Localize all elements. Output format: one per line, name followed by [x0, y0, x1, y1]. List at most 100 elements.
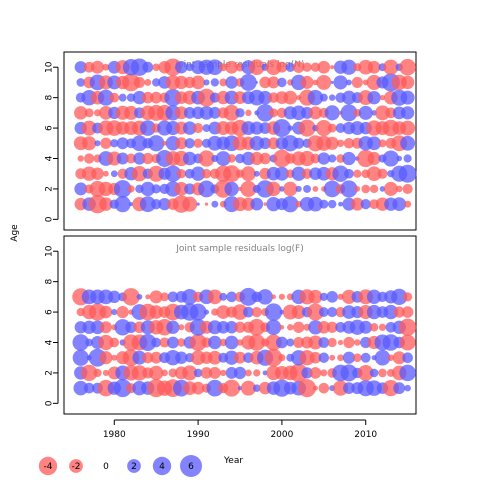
logN-point-2004-age8 [307, 89, 324, 106]
logN-point-2005-age9 [316, 74, 332, 90]
logF-point-2005-age2 [320, 369, 328, 377]
logF-point-2007-age4 [337, 339, 344, 346]
logN-point-2015-age3 [398, 164, 417, 183]
logN-point-1981-age4 [116, 152, 129, 165]
logN-point-2001-age2 [283, 181, 298, 197]
logN-point-2012-age3 [377, 168, 388, 179]
logF-point-1976-age1 [73, 380, 89, 396]
logF-point-1994-age5 [225, 321, 238, 334]
logF-point-1996-age7 [239, 287, 258, 306]
logN-point-1983-age4 [133, 152, 146, 165]
logF-point-2005-age4 [318, 337, 330, 348]
logN-point-2011-age3 [366, 166, 382, 182]
logN-point-1996-age3 [240, 166, 256, 182]
logN-point-2012-age2 [379, 186, 386, 192]
logN-point-2004-age7 [308, 106, 322, 120]
logN-point-1983-age10 [130, 58, 149, 76]
logF-point-2005-age7 [319, 292, 328, 301]
logN-point-1990-age6 [193, 123, 204, 134]
logF-point-2009-age3 [352, 353, 362, 363]
logN-point-2008-age2 [340, 180, 358, 198]
logN-point-2015-age7 [400, 106, 415, 120]
logF-y-tick-label-0: 0 [45, 400, 55, 406]
logF-point-1999-age3 [264, 348, 283, 367]
logF-point-2006-age4 [327, 337, 337, 348]
logN-point-2003-age3 [301, 168, 313, 179]
logN-point-2006-age5 [325, 136, 339, 150]
logN-point-1997-age9 [255, 81, 259, 84]
logF-point-2015-age7 [403, 292, 413, 302]
logF-point-2015-age6 [401, 306, 414, 318]
logF-point-2002-age2 [289, 363, 308, 383]
logF-point-2012-age2 [378, 368, 387, 378]
logF-point-1986-age7 [160, 292, 169, 302]
logN-point-1998-age9 [259, 76, 271, 89]
logN-point-1985-age9 [152, 78, 161, 87]
logN-point-2000-age3 [274, 166, 289, 181]
panel-logN-frame [63, 51, 417, 231]
logF-point-2000-age4 [276, 336, 288, 349]
logF-point-2011-age6 [366, 304, 382, 320]
legend-label-2: 2 [131, 462, 137, 472]
logF-point-1985-age3 [150, 351, 163, 364]
logF-point-1987-age4 [167, 336, 179, 349]
logN-point-2015-age4 [403, 154, 412, 163]
logN-point-1982-age7 [124, 105, 139, 120]
logN-point-2004-age10 [310, 62, 321, 72]
logN-y-tick-label-6: 6 [45, 125, 55, 131]
logF-point-1992-age3 [207, 350, 222, 365]
logF-point-2013-age1 [382, 380, 399, 397]
logN-point-1986-age1 [158, 198, 171, 211]
logN-point-2002-age2 [295, 185, 302, 193]
logF-point-1985-age4 [151, 337, 162, 348]
logF-point-2010-age3 [360, 352, 371, 363]
logF-point-2011-age7 [366, 289, 382, 305]
logF-y-tick-label-4: 4 [45, 339, 55, 345]
legend-bubble-6 [180, 455, 202, 477]
x-tick-label-2000: 2000 [270, 430, 293, 440]
logF-point-2006-age5 [326, 321, 338, 333]
logN-point-1980-age3 [110, 170, 118, 178]
x-tick-label-1990: 1990 [187, 430, 210, 440]
logN-point-1976-age2 [74, 182, 88, 196]
logN-point-1988-age5 [175, 137, 188, 150]
legend-bubble-neg2 [69, 459, 83, 473]
logN-point-1991-age1 [204, 202, 209, 206]
logF-point-1996-age6 [243, 306, 254, 318]
logN-point-1988-age2 [174, 182, 189, 196]
logN-point-2003-age6 [298, 119, 316, 137]
logF-point-2015-age2 [399, 364, 416, 382]
logN-point-2015-age6 [400, 120, 416, 136]
logN-point-1996-age7 [245, 109, 252, 117]
logN-point-1994-age10 [225, 60, 238, 74]
logN-point-1987-age5 [165, 136, 181, 151]
logN-point-1986-age5 [162, 140, 167, 146]
logF-point-1983-age2 [131, 365, 148, 381]
logF-point-1980-age4 [109, 337, 120, 348]
logN-point-1999-age9 [267, 76, 280, 89]
logN-point-1979-age10 [102, 63, 110, 71]
logN-point-2001-age8 [283, 90, 298, 105]
logN-point-2006-age8 [328, 94, 336, 101]
logF-point-1992-age7 [207, 289, 223, 305]
logF-point-1979-age6 [99, 305, 113, 319]
logN-point-1991-age4 [198, 150, 215, 167]
logN-point-1989-age5 [184, 138, 195, 149]
logN-y-tick-label-0: 0 [45, 216, 55, 222]
logF-point-1983-age7 [136, 293, 143, 300]
logN-point-1991-age2 [198, 180, 215, 198]
logN-point-1976-age10 [74, 61, 87, 74]
logN-point-1997-age5 [249, 136, 265, 151]
logF-point-1981-age6 [116, 305, 129, 319]
logF-point-2004-age3 [309, 351, 322, 364]
logN-point-2014-age4 [396, 155, 403, 162]
logF-point-1997-age2 [253, 369, 261, 377]
logN-point-2013-age2 [383, 181, 398, 196]
logF-point-2014-age6 [393, 306, 405, 318]
logF-point-2011-age2 [369, 368, 379, 378]
logN-point-2009-age2 [354, 186, 361, 192]
logF-point-1982-age5 [125, 321, 137, 334]
logN-point-1979-age5 [100, 137, 112, 149]
logF-point-1995-age3 [234, 351, 246, 364]
logN-point-2002-age10 [292, 61, 305, 74]
